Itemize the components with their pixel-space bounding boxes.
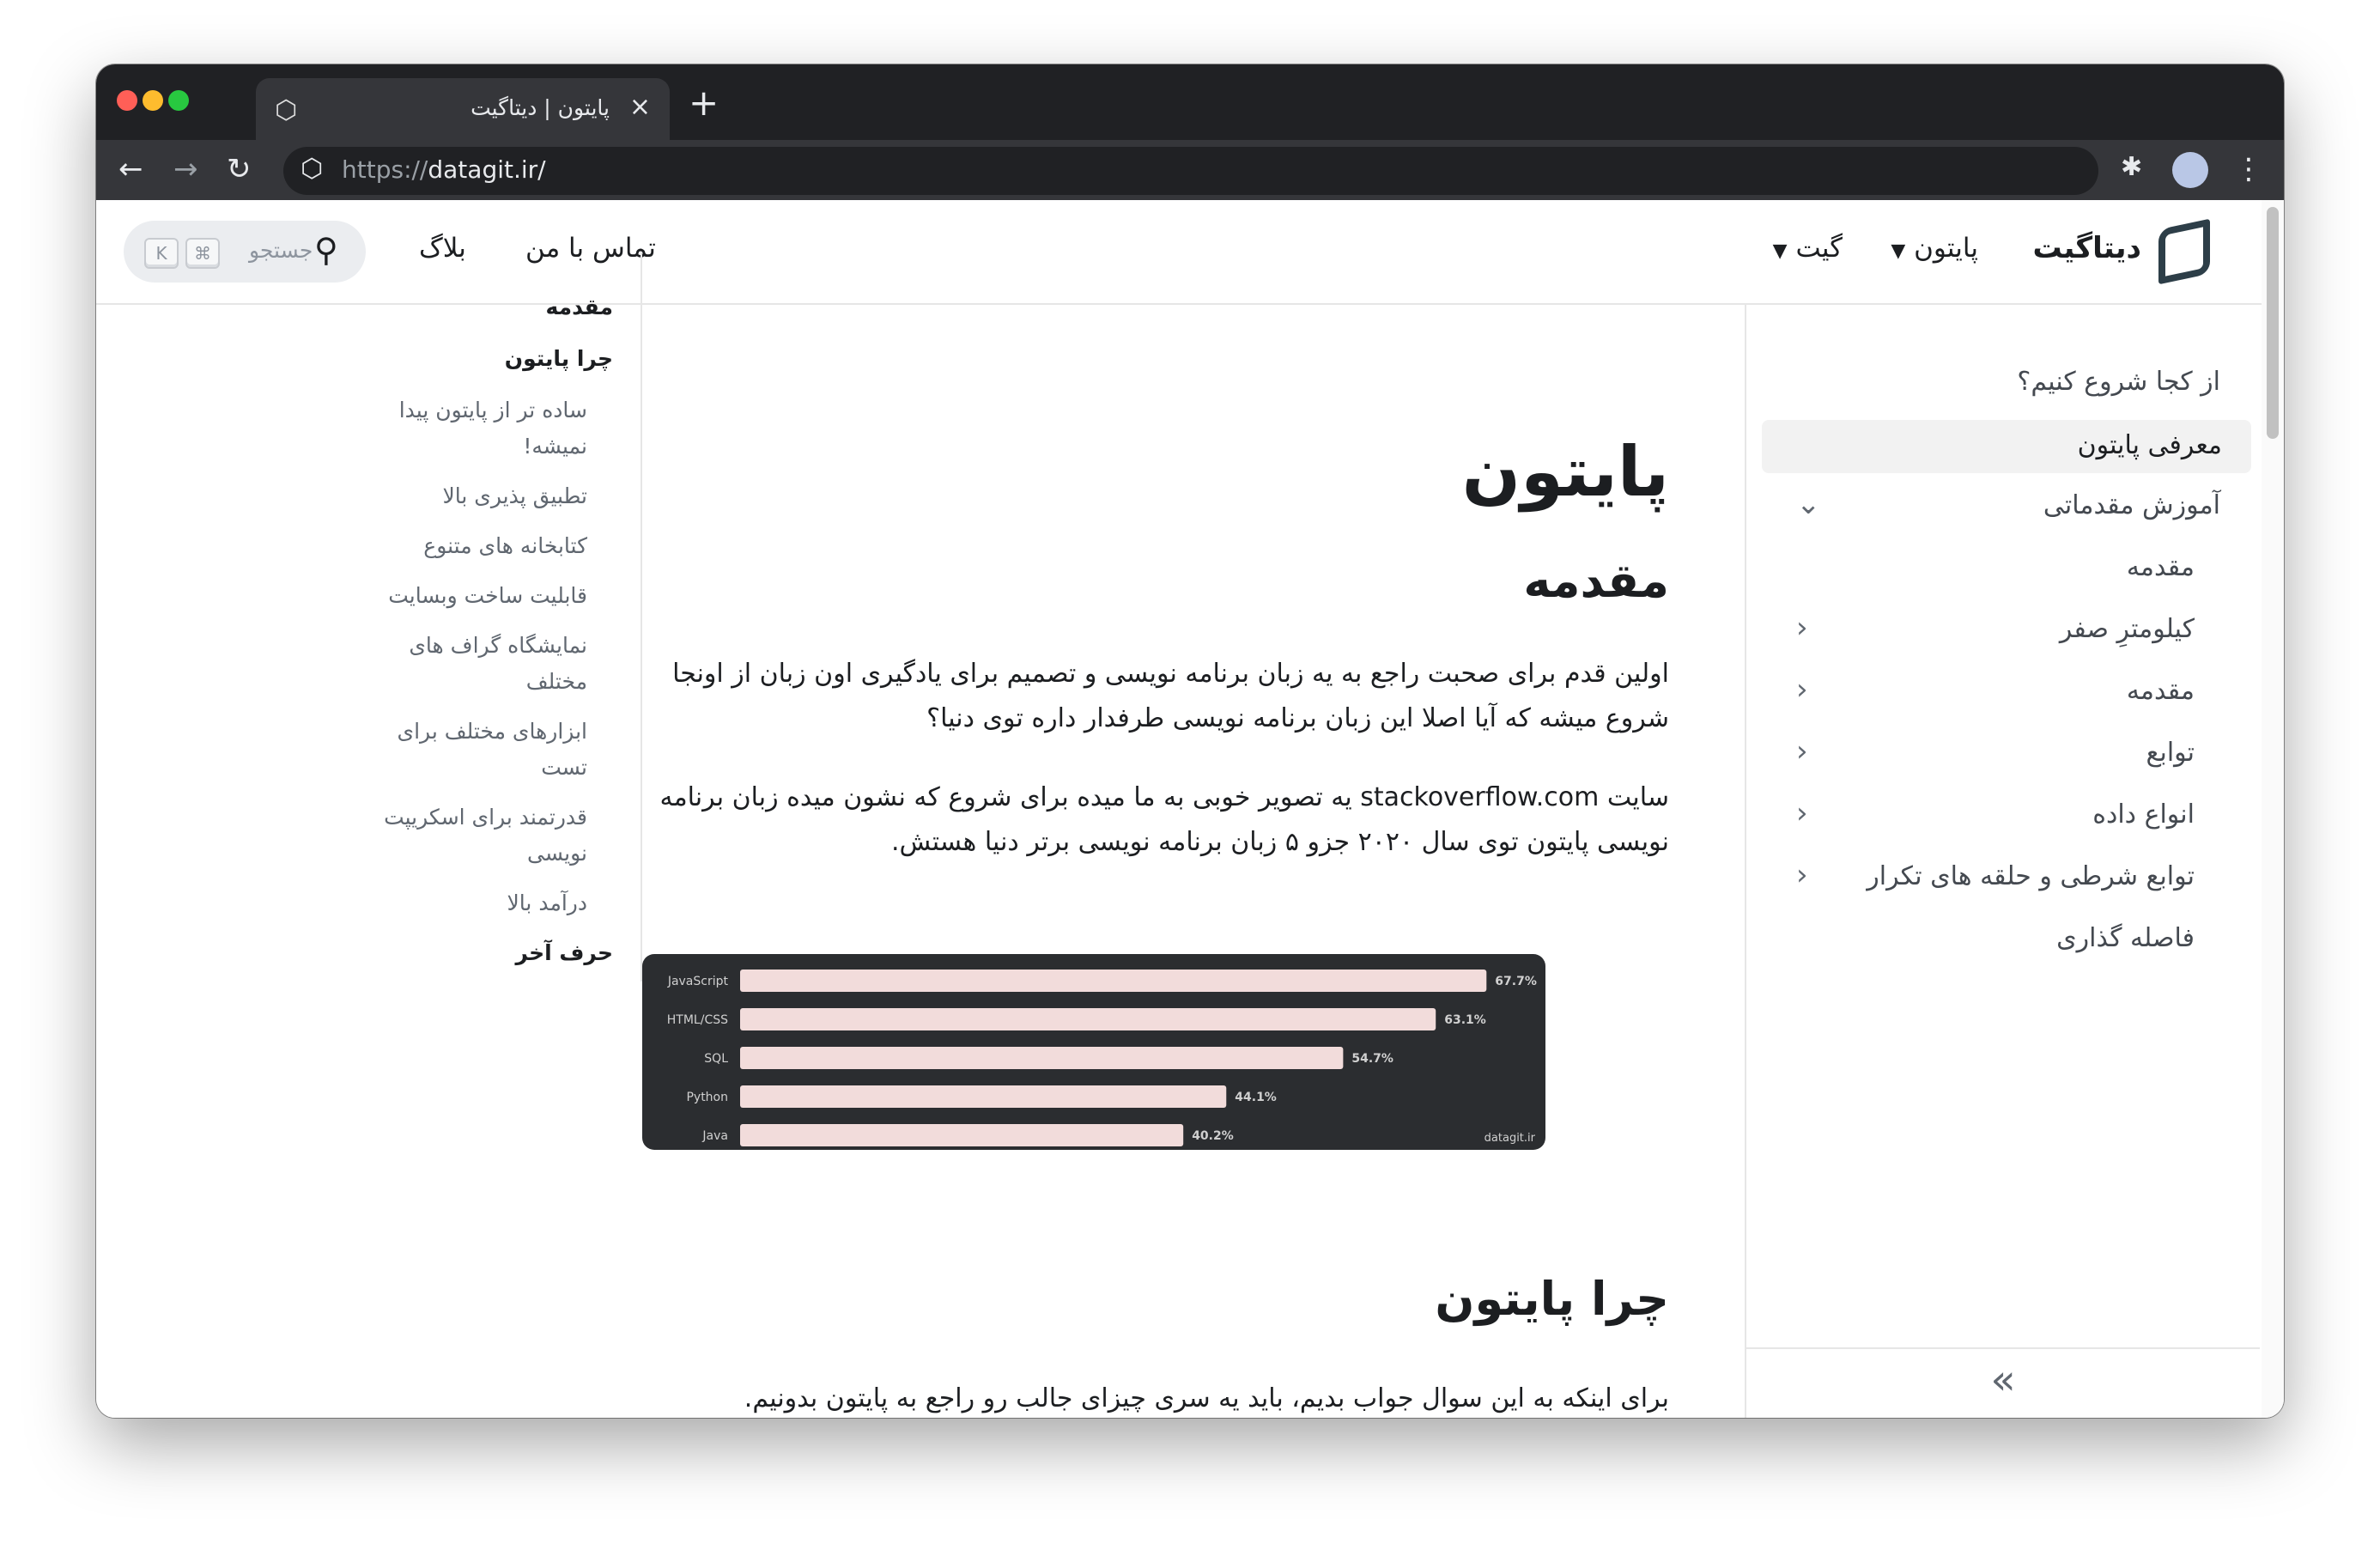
- sidebar-item-label: توابع شرطی و حلقه های تکرار: [1867, 861, 2195, 891]
- nav-blog[interactable]: بلاگ: [419, 233, 466, 264]
- toc-item[interactable]: تطبیق پذیری بالا: [442, 483, 587, 508]
- sidebar-item-label: مقدمه: [2126, 676, 2195, 706]
- sidebar-item-active[interactable]: معرفی پایتون: [1762, 420, 2251, 473]
- toc-item[interactable]: ابزارهای مختلف برای تست: [397, 719, 587, 780]
- nav-git[interactable]: گیت ▼: [1773, 233, 1843, 264]
- data-label: 63.1%: [1444, 1013, 1486, 1027]
- caret-down-icon: ▼: [1891, 240, 1906, 262]
- bar: [740, 1047, 1344, 1069]
- category-label: SQL: [704, 1052, 728, 1066]
- reload-icon[interactable]: ↻: [227, 152, 252, 186]
- sidebar-item[interactable]: انواع داده ‹: [1762, 789, 2260, 842]
- tab-bar: ⬡ پایتون | دیتاگیت × +: [96, 64, 2284, 140]
- category-label: Python: [686, 1091, 728, 1104]
- brand-name[interactable]: دیتاگیت: [2032, 231, 2141, 265]
- nav-contact[interactable]: تماس با من: [525, 233, 656, 264]
- toc-item[interactable]: درآمد بالا: [507, 891, 587, 915]
- paragraph: اولین قدم برای صحبت راجع به یه زبان برنا…: [672, 659, 1669, 733]
- category-label: HTML/CSS: [667, 1013, 728, 1027]
- toc-item[interactable]: قابلیت ساخت وبسایت: [388, 583, 587, 608]
- browser-tab[interactable]: ⬡ پایتون | دیتاگیت ×: [256, 78, 670, 140]
- toc-item[interactable]: حرف آخر: [515, 940, 613, 965]
- bar: [740, 1008, 1436, 1030]
- back-icon[interactable]: ←: [118, 152, 143, 186]
- docs-sidebar: از کجا شروع کنیم؟ معرفی پایتون آموزش مقد…: [1745, 305, 2260, 1418]
- data-label: 40.2%: [1192, 1129, 1234, 1143]
- category-label: Java: [701, 1129, 728, 1143]
- url-host: datagit.ir/: [428, 155, 546, 184]
- maximize-window-button[interactable]: [168, 90, 189, 111]
- kbd-cmd: ⌘: [185, 238, 220, 269]
- bar: [740, 1085, 1227, 1108]
- bar: [740, 1124, 1184, 1146]
- chevron-left-icon[interactable]: ‹: [1796, 672, 1808, 707]
- tab-close-icon[interactable]: ×: [628, 92, 651, 122]
- search-placeholder: جستجو: [249, 238, 313, 263]
- search-button[interactable]: K ⌘ جستجو ⚲: [124, 221, 366, 283]
- extensions-icon[interactable]: ✱: [2121, 152, 2143, 182]
- sidebar-item[interactable]: توابع شرطی و حلقه های تکرار ‹: [1762, 851, 2260, 904]
- toc-item[interactable]: چرا پایتون: [504, 346, 613, 371]
- sidebar-item[interactable]: آموزش مقدماتی ⌄: [1762, 480, 2260, 533]
- page-title: پایتون: [1461, 432, 1669, 512]
- sidebar-item-label: توابع: [2146, 738, 2195, 768]
- sidebar-item-label: آموزش مقدماتی: [2043, 490, 2220, 520]
- sidebar-item[interactable]: از کجا شروع کنیم؟: [2017, 367, 2220, 397]
- paragraph: برای اینکه به این سوال جواب بدیم، باید ی…: [744, 1383, 1669, 1413]
- scrollbar[interactable]: [2262, 200, 2284, 1418]
- toc-item[interactable]: ساده تر از پایتون پیدا نمیشه!: [398, 398, 587, 459]
- table-of-contents: مقدمه چرا پایتون ساده تر از پایتون پیدا …: [350, 252, 642, 982]
- bar: [740, 970, 1487, 992]
- chevron-left-icon[interactable]: ‹: [1796, 858, 1808, 892]
- category-label: JavaScript: [667, 975, 729, 988]
- nav-python[interactable]: پایتون ▼: [1891, 233, 1978, 264]
- new-tab-button[interactable]: +: [689, 82, 719, 124]
- data-label: 44.1%: [1235, 1091, 1277, 1104]
- chevron-left-icon[interactable]: ‹: [1796, 734, 1808, 769]
- toc-item[interactable]: کتابخانه های متنوع: [423, 533, 587, 558]
- sidebar-item-label: انواع داده: [2092, 799, 2195, 830]
- sidebar-item-label: کیلومترِ صفر: [2059, 614, 2195, 644]
- nav-python-label: پایتون: [1914, 233, 1978, 264]
- url-protocol: https://: [342, 155, 428, 184]
- sidebar-item[interactable]: مقدمه: [2126, 552, 2195, 582]
- web-page: دیتاگیت پایتون ▼ گیت ▼ تماس با من بلاگ K…: [96, 200, 2284, 1418]
- data-label: 54.7%: [1351, 1052, 1393, 1066]
- close-window-button[interactable]: [117, 90, 137, 111]
- sidebar-item[interactable]: کیلومترِ صفر ‹: [1762, 604, 2260, 657]
- sidebar-item[interactable]: فاصله گذاری: [2056, 923, 2195, 953]
- menu-icon[interactable]: ⋮: [2234, 152, 2263, 186]
- toc-item[interactable]: قدرتمند برای اسکریپت نویسی: [384, 805, 587, 866]
- caret-down-icon: ▼: [1772, 240, 1788, 262]
- sidebar-item[interactable]: مقدمه ‹: [1762, 666, 2260, 719]
- toc-item[interactable]: نمایشگاه گراف های مختلف: [409, 633, 587, 694]
- chevron-left-icon[interactable]: ‹: [1796, 611, 1808, 645]
- search-icon: ⚲: [314, 231, 338, 269]
- forward-icon[interactable]: →: [173, 152, 198, 186]
- browser-window: ⬡ پایتون | دیتاگیت × + ← → ↻ ⬡ https://d…: [96, 64, 2284, 1418]
- kbd-k: K: [144, 238, 179, 269]
- heading-why-python: چرا پایتون: [1435, 1272, 1669, 1326]
- collapse-sidebar-button[interactable]: »: [1746, 1347, 2260, 1418]
- profile-avatar[interactable]: [2172, 152, 2208, 188]
- site-header: دیتاگیت پایتون ▼ گیت ▼ تماس با من بلاگ K…: [96, 200, 2262, 305]
- nav-git-label: گیت: [1795, 233, 1843, 264]
- chevron-left-icon[interactable]: ‹: [1796, 796, 1808, 830]
- scrollbar-thumb[interactable]: [2267, 207, 2279, 439]
- tab-title: پایتون | دیتاگیت: [471, 95, 610, 120]
- site-info-icon: ⬡: [301, 154, 324, 184]
- toc-item[interactable]: مقدمه: [545, 295, 613, 319]
- minimize-window-button[interactable]: [143, 90, 163, 111]
- address-bar[interactable]: ⬡ https://datagit.ir/: [283, 147, 2098, 195]
- sidebar-item[interactable]: توابع ‹: [1762, 727, 2260, 781]
- browser-toolbar: ← → ↻ ⬡ https://datagit.ir/ ✱ ⋮: [96, 140, 2284, 200]
- datagit-logo-icon[interactable]: [2158, 218, 2210, 285]
- chart-watermark: datagit.ir: [1484, 1132, 1536, 1145]
- paragraph: سایت stackoverflow.com یه تصویر خوبی به …: [659, 782, 1670, 857]
- chevron-down-icon[interactable]: ⌄: [1796, 487, 1821, 521]
- data-label: 67.7%: [1495, 975, 1537, 988]
- languages-bar-chart: JavaScript 67.7% HTML/CSS 63.1% SQL 54.7% Pyth…: [642, 954, 1545, 1150]
- heading-intro: مقدمه: [1523, 554, 1669, 608]
- site-favicon-icon: ⬡: [275, 95, 298, 125]
